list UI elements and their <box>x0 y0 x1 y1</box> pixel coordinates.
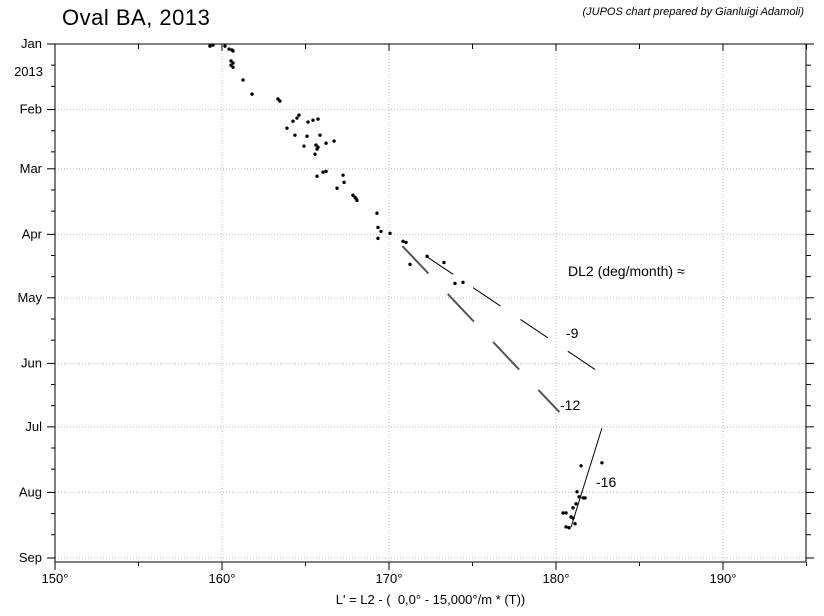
data-point <box>208 44 212 48</box>
data-point <box>313 152 317 156</box>
year-label: 2013 <box>14 64 43 79</box>
data-point <box>227 47 231 51</box>
month-label: Mar <box>20 161 43 176</box>
data-point <box>375 211 379 215</box>
x-tick-label: 150° <box>42 571 69 586</box>
data-point <box>250 92 254 96</box>
data-point <box>408 262 412 267</box>
data-point <box>461 280 465 285</box>
data-point <box>571 506 575 510</box>
data-point <box>276 97 280 101</box>
data-point <box>278 99 282 103</box>
data-point <box>321 170 325 174</box>
data-point <box>211 43 215 47</box>
data-point <box>231 61 235 65</box>
data-point <box>314 143 318 147</box>
data-point <box>324 169 328 174</box>
trend-line <box>401 245 561 413</box>
data-point <box>332 139 336 143</box>
data-point <box>311 118 315 122</box>
month-label: Feb <box>20 102 42 117</box>
month-label: Aug <box>19 484 42 499</box>
data-point <box>295 116 299 120</box>
data-point <box>564 525 568 529</box>
month-label: May <box>17 290 42 305</box>
data-point <box>404 240 408 245</box>
x-tick-label: 180° <box>543 571 570 586</box>
data-point <box>567 526 571 530</box>
data-point <box>318 133 322 137</box>
data-point <box>316 117 320 121</box>
data-point <box>223 44 227 48</box>
trend-line-label: -12 <box>560 397 580 413</box>
data-point <box>453 281 457 286</box>
data-point <box>324 141 328 145</box>
data-point <box>583 496 587 500</box>
data-point <box>379 229 383 234</box>
plot-border <box>54 43 807 563</box>
data-point <box>425 254 429 259</box>
data-point <box>564 511 568 515</box>
trend-line <box>570 427 603 528</box>
chart-credit: (JUPOS chart prepared by Gianluigi Adamo… <box>582 6 804 18</box>
data-point <box>600 461 604 465</box>
data-point <box>355 198 359 203</box>
chart-title: Oval BA, 2013 <box>62 5 211 30</box>
data-point <box>341 173 345 177</box>
data-point <box>241 78 245 82</box>
data-point <box>306 120 310 124</box>
x-tick-label: 190° <box>710 571 737 586</box>
month-label: Jan <box>21 36 42 51</box>
data-point <box>231 65 235 69</box>
data-point <box>293 133 297 137</box>
data-point <box>574 502 578 506</box>
x-tick-label: 170° <box>376 571 403 586</box>
data-point <box>315 147 319 151</box>
x-tick-label: 160° <box>209 571 236 586</box>
data-point <box>442 260 446 265</box>
month-label: Jul <box>25 419 42 434</box>
month-label: Sep <box>19 550 42 565</box>
trend-line <box>425 255 609 379</box>
data-point <box>401 239 405 244</box>
month-label: Jun <box>21 355 42 370</box>
data-point <box>376 236 380 241</box>
month-label: Apr <box>22 226 43 241</box>
data-point <box>305 134 309 138</box>
data-point <box>315 174 319 178</box>
data-point <box>388 231 392 236</box>
data-point <box>229 59 233 63</box>
data-point <box>291 119 295 123</box>
trend-line-label: -9 <box>566 325 579 341</box>
data-point <box>579 464 583 468</box>
data-point <box>342 180 346 185</box>
data-point <box>231 49 235 53</box>
x-axis-title: L' = L2 - ( 0,0° - 15,000°/m * (T)) <box>335 592 526 607</box>
data-point <box>573 522 577 526</box>
data-point <box>285 126 289 130</box>
data-point <box>561 511 565 515</box>
data-point <box>335 186 339 190</box>
data-point <box>302 144 306 148</box>
trend-line-label: -16 <box>596 474 616 490</box>
data-point <box>297 113 301 117</box>
data-point <box>376 225 380 230</box>
data-point <box>229 63 233 67</box>
drift-rate-annotation: DL2 (deg/month) ≈ <box>568 263 685 279</box>
data-point <box>571 516 575 520</box>
data-point <box>577 495 581 499</box>
data-point <box>351 193 355 197</box>
data-point <box>575 490 579 494</box>
